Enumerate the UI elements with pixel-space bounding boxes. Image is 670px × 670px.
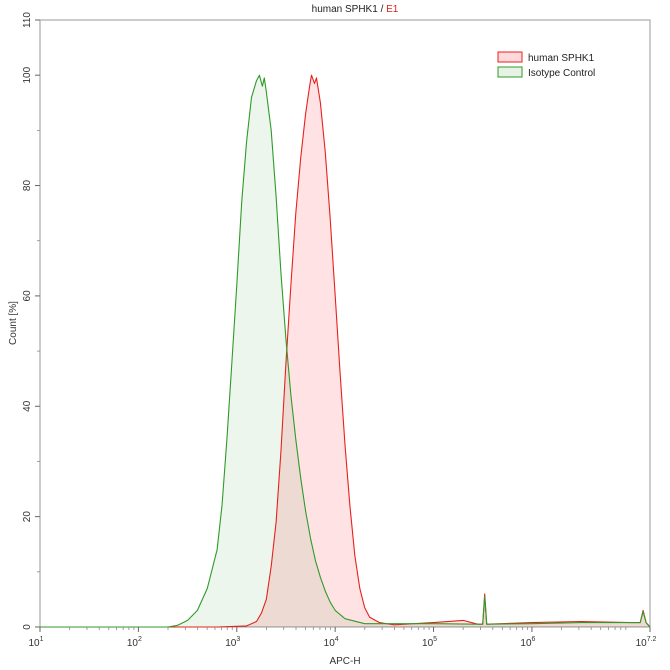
chart-title-main: human SPHK1 / [312,4,386,15]
x-tick-label: 104 [324,636,339,649]
y-tick-label: 40 [22,400,33,412]
y-tick-label: 60 [22,290,33,302]
legend: human SPHK1 Isotype Control [497,51,595,79]
x-axis: 101 102 103 104 105 106 107.2 [28,627,657,649]
chart-title-highlight: E1 [386,4,399,15]
y-tick-label: 100 [22,66,33,83]
legend-swatch-human-sphk1 [497,51,523,63]
x-tick-label: 103 [225,636,240,649]
legend-label-human-sphk1: human SPHK1 [528,53,595,64]
x-tick-label: 106 [520,636,535,649]
legend-label-isotype-control: Isotype Control [528,68,595,79]
legend-swatch-isotype-control [497,66,523,78]
series-area-human-sphk1 [40,75,650,627]
x-tick-label: 102 [127,636,142,649]
chart-title: human SPHK1 / E1 [312,4,399,15]
y-axis-label: Count [%] [8,301,19,345]
x-tick-label: 101 [28,636,43,649]
x-axis-label: APC-H [329,656,360,667]
x-tick-label: 107.2 [636,636,657,649]
y-tick-label: 0 [22,624,33,630]
series-layer [40,74,651,628]
y-axis: 0 20 40 60 80 100 110 [22,12,40,630]
y-tick-label: 20 [22,511,33,523]
y-tick-label: 80 [22,180,33,192]
x-tick-label: 105 [422,636,437,649]
y-tick-label: 110 [22,12,33,28]
series-line-isotype-control [40,74,651,628]
